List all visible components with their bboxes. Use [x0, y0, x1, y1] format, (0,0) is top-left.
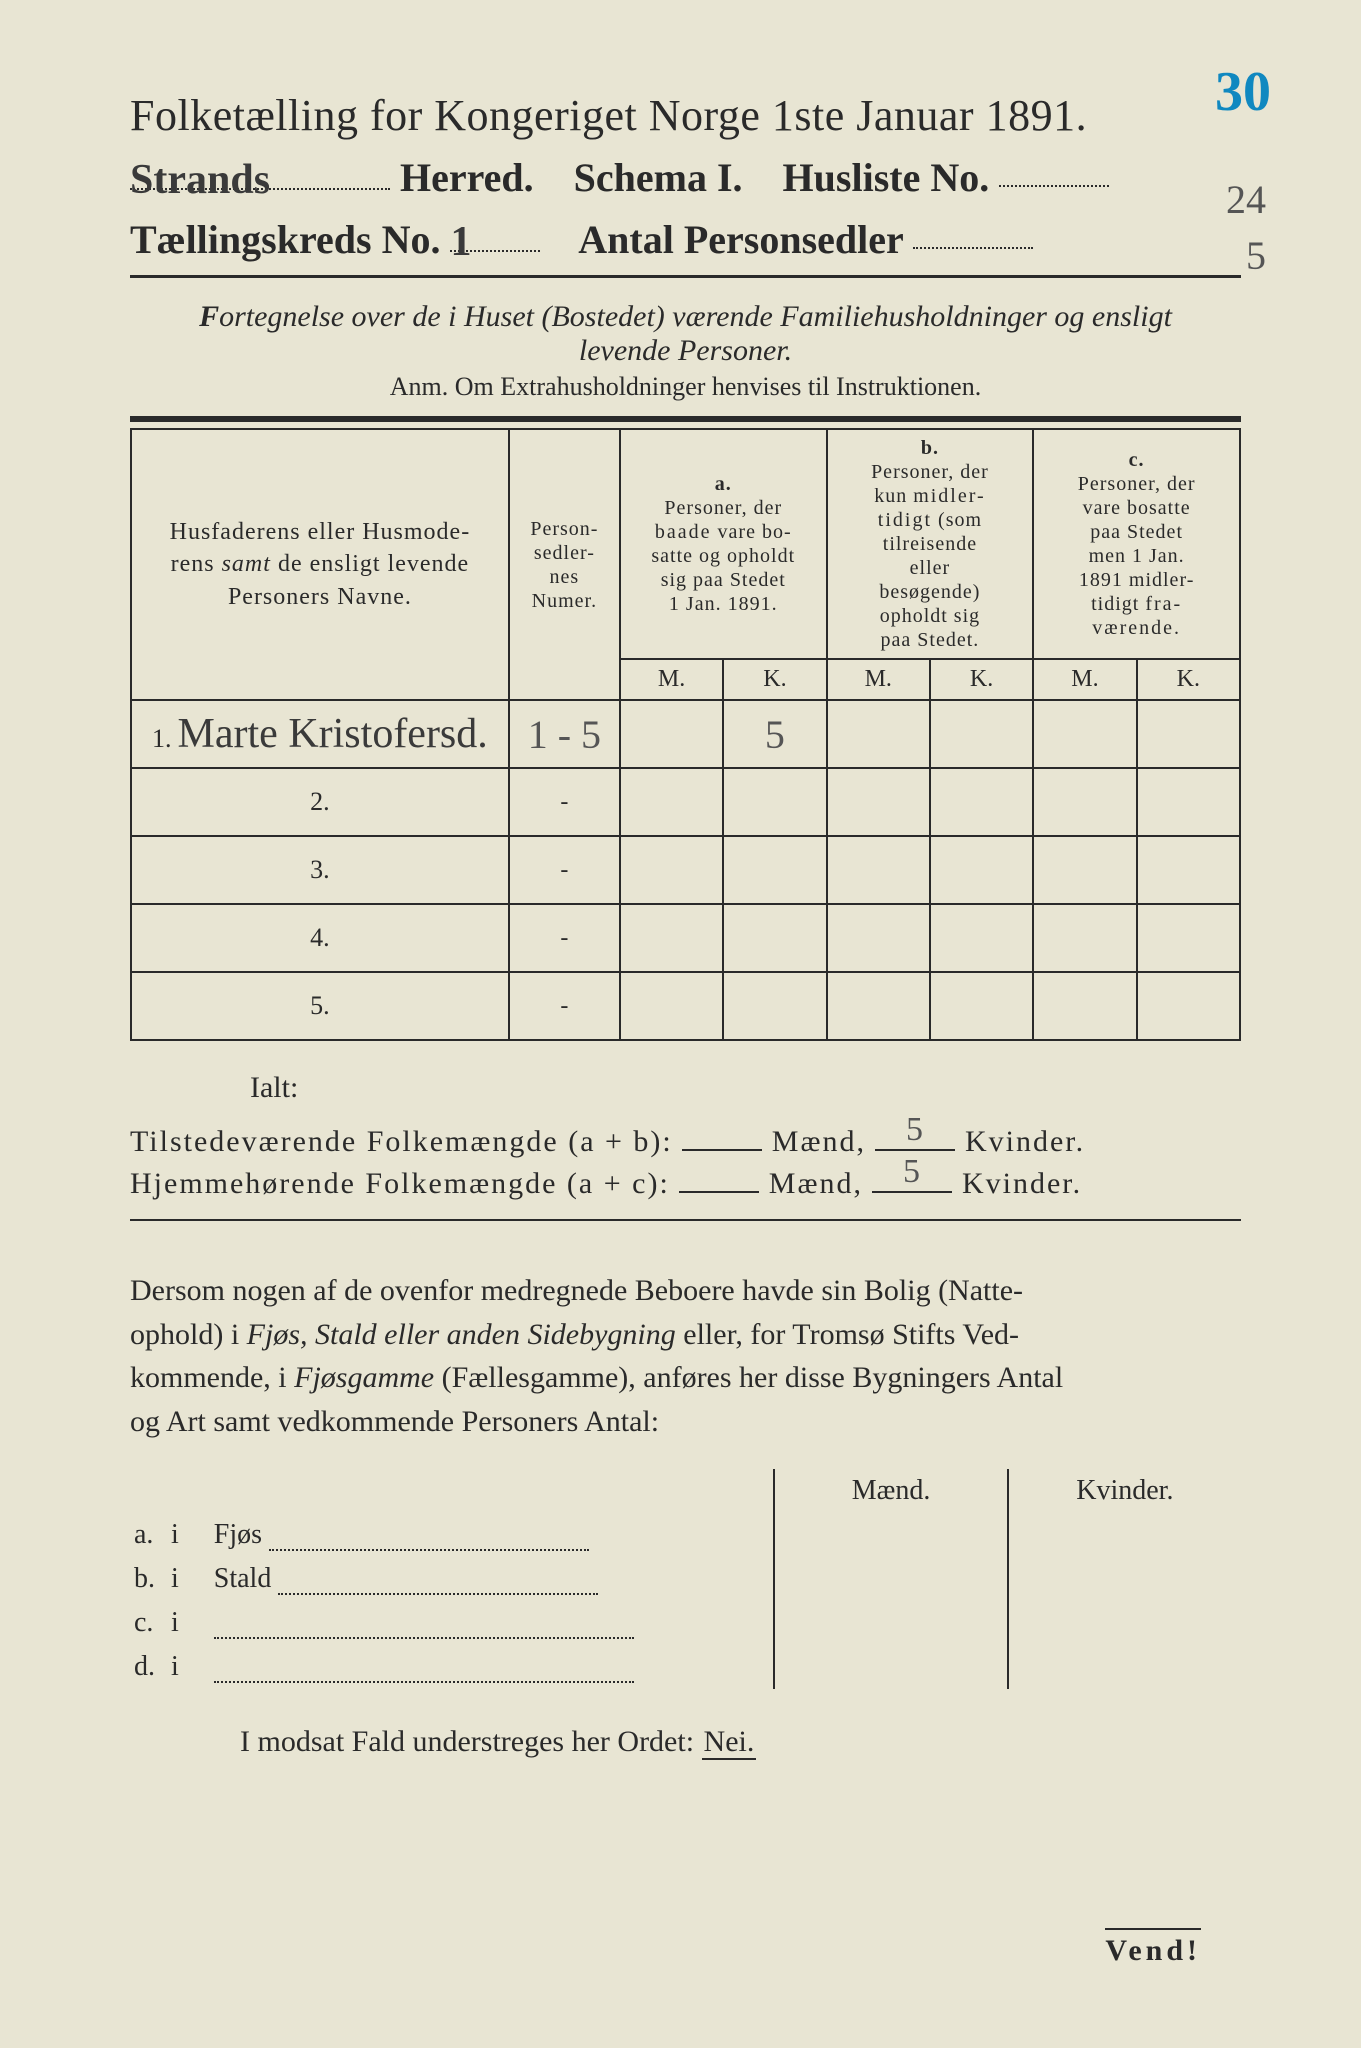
sum1-kvinder: 5: [875, 1111, 955, 1149]
row-number: 4.: [310, 923, 330, 952]
row-number: 5.: [310, 991, 330, 1020]
row-numer: -: [560, 789, 568, 815]
sedler-no-hw: 5: [1226, 228, 1266, 284]
th-numer: Person-sedler-nesNumer.: [509, 429, 620, 700]
outbuild-i: i: [171, 1519, 179, 1550]
table-row: 4. -: [131, 904, 1240, 972]
header-line-3: Tællingskreds No. 1 Antal Personsedler: [130, 213, 1241, 263]
th-c: c. Personer, dervare bosattepaa Stedetme…: [1033, 429, 1240, 659]
herred-handwritten: Strands: [130, 157, 270, 203]
outbuild-label: Stald: [214, 1563, 272, 1594]
row-numer: -: [560, 993, 568, 1019]
anm-line: Anm. Om Extrahusholdninger henvises til …: [130, 372, 1241, 402]
row-number: 1.: [152, 724, 172, 753]
row-name-hw: Marte Kristofersd.: [178, 711, 488, 757]
th-b-k: K.: [930, 659, 1033, 700]
outbuild-letter: b.: [134, 1563, 164, 1595]
ialt-label: Ialt:: [250, 1071, 1241, 1105]
modsat-line: I modsat Fald understreges her Ordet: Ne…: [240, 1725, 1241, 1759]
outbuild-row: a. i Fjøs: [130, 1513, 1241, 1557]
outbuild-i: i: [171, 1563, 179, 1594]
outbuilding-table: Mænd. Kvinder. a. i Fjøs b. i Stald c. i: [130, 1469, 1241, 1689]
outbuild-letter: a.: [134, 1519, 164, 1551]
outbuild-label: Fjøs: [214, 1519, 262, 1550]
th-c-m: M.: [1033, 659, 1136, 700]
table-row: 2. -: [131, 768, 1240, 836]
schema-label: Schema I.: [574, 155, 743, 200]
outbuild-row: d. i: [130, 1645, 1241, 1689]
rule-mid: [130, 1219, 1241, 1221]
outbuild-letter: c.: [134, 1607, 164, 1639]
nei-word: Nei.: [702, 1725, 757, 1760]
outbuilding-paragraph: Dersom nogen af de ovenfor medregnede Be…: [130, 1269, 1241, 1443]
outbuild-letter: d.: [134, 1651, 164, 1683]
herred-label: Herred.: [400, 155, 534, 200]
outbuild-i: i: [171, 1607, 179, 1638]
corner-number: 30: [1215, 61, 1271, 123]
th-a-k: K.: [723, 659, 826, 700]
th-b: b. Personer, derkun midler-tidigt (somti…: [827, 429, 1034, 659]
th-b-m: M.: [827, 659, 930, 700]
row-number: 3.: [310, 855, 330, 884]
th-c-k: K.: [1137, 659, 1240, 700]
row-number: 2.: [310, 787, 330, 816]
sedler-label: Antal Personsedler: [578, 217, 903, 262]
table-row: 1. Marte Kristofersd. 1 - 5 5: [131, 700, 1240, 768]
sum-hjemme: Hjemmehørende Folkemængde (a + c): Mænd,…: [130, 1167, 1241, 1201]
kreds-label: Tællingskreds No.: [130, 217, 440, 262]
sum-tilstede: Tilstedeværende Folkemængde (a + b): Mæn…: [130, 1125, 1241, 1159]
husliste-no-hw: 24: [1226, 172, 1266, 228]
rule-under-header: [130, 275, 1241, 278]
row-numer: 1 - 5: [528, 712, 601, 757]
outbuild-head-m: Mænd.: [774, 1469, 1007, 1513]
row-numer: -: [560, 925, 568, 951]
th-a: a. Personer, derbaade vare bo-satte og o…: [620, 429, 827, 659]
husliste-label: Husliste No.: [783, 155, 990, 200]
household-table: Husfaderens eller Husmode-rens samt de e…: [130, 428, 1241, 1041]
th-names: Husfaderens eller Husmode-rens samt de e…: [131, 429, 509, 700]
vend-label: Vend!: [1105, 1928, 1201, 1968]
rule-thick-top: [130, 416, 1241, 422]
outbuild-i: i: [171, 1651, 179, 1682]
header-line-2: Strands Herred. Schema I. Husliste No.: [130, 151, 1241, 201]
table-row: 3. -: [131, 836, 1240, 904]
row-aK: 5: [765, 712, 785, 757]
th-a-m: M.: [620, 659, 723, 700]
fortegnelse-line: Fortegnelse over de i Huset (Bostedet) v…: [130, 300, 1241, 368]
row-numer: -: [560, 857, 568, 883]
table-row: 5. -: [131, 972, 1240, 1040]
outbuild-head-k: Kvinder.: [1008, 1469, 1241, 1513]
right-handwritten-numbers: 24 5: [1226, 172, 1266, 284]
outbuild-row: b. i Stald: [130, 1557, 1241, 1601]
outbuild-row: c. i: [130, 1601, 1241, 1645]
kreds-no: 1: [450, 219, 471, 265]
page-title: Folketælling for Kongeriget Norge 1ste J…: [130, 90, 1241, 141]
sum2-kvinder: 5: [872, 1153, 952, 1191]
